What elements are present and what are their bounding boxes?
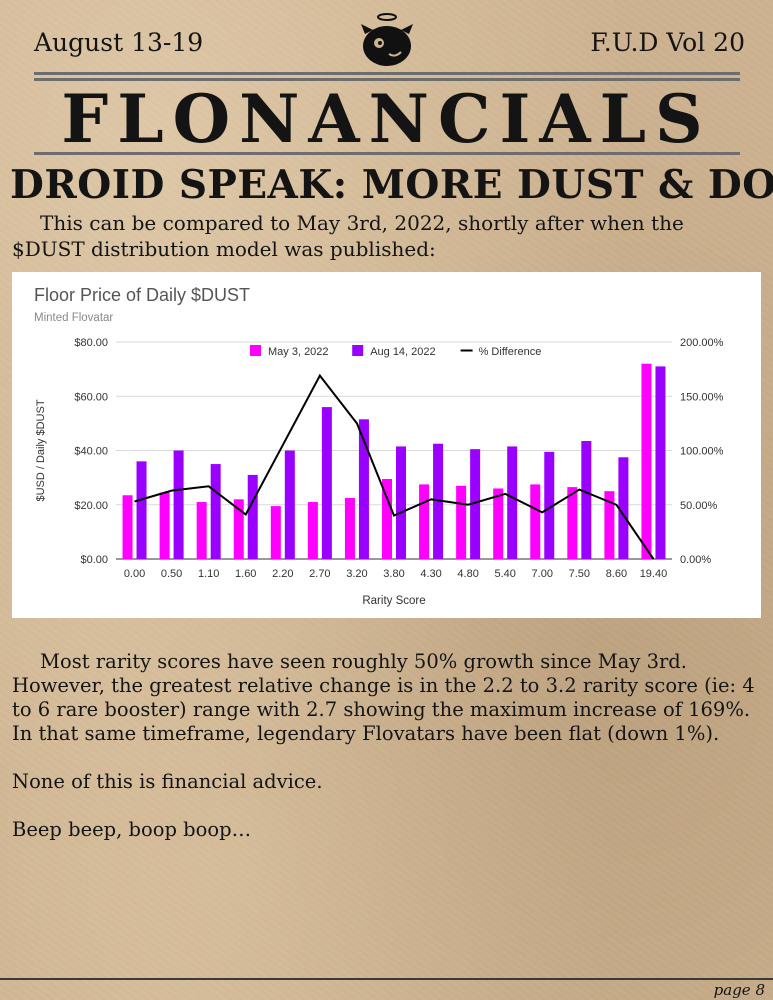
x-tick-label: 7.00 [532,568,553,580]
x-tick-label: 4.80 [457,568,478,580]
divider [34,72,740,75]
legend-swatch [250,345,261,356]
bar-aug [507,446,518,559]
chart-title: Floor Price of Daily $DUST [34,285,250,305]
divider [34,152,740,155]
x-tick-label: 19.40 [640,568,668,580]
bar-may [419,484,430,559]
issue-date: August 13-19 [34,28,204,57]
intro-paragraph: This can be compared to May 3rd, 2022, s… [12,211,684,261]
bar-aug [321,407,332,559]
bar-may [567,487,578,559]
bar-aug [544,451,555,559]
x-tick-label: 0.50 [161,568,182,580]
bar-may [196,502,207,559]
bar-aug [618,457,629,559]
bar-may [530,484,541,559]
y2-tick-label: 200.00% [680,337,724,349]
mascot-icon [361,13,413,66]
x-tick-label: 2.70 [309,568,330,580]
x-tick-label: 1.60 [235,568,256,580]
volume-label: F.U.D Vol 20 [590,28,745,57]
x-tick-label: 5.40 [494,568,515,580]
bar-aug [655,366,666,559]
y2-tick-label: 0.00% [680,554,711,566]
bar-aug [173,450,184,559]
x-tick-label: 4.30 [420,568,441,580]
legend-label: % Difference [479,346,542,358]
chart-subtitle: Minted Flovatar [34,312,113,324]
x-tick-label: 0.00 [124,568,145,580]
bar-may [307,502,318,559]
y-tick-label: $0.00 [80,554,108,566]
y-tick-label: $40.00 [74,446,108,458]
bar-may [382,478,392,559]
y-axis-label: $USD / Daily $DUST [35,399,47,501]
body-paragraph: Most rarity scores have seen roughly 50%… [12,650,755,745]
bar-aug [136,461,147,559]
chart-container: Floor Price of Daily $DUST Minted Flovata… [12,272,761,618]
bar-aug [358,419,369,559]
x-tick-label: 2.20 [272,568,293,580]
y-tick-label: $80.00 [74,337,108,349]
bar-aug [581,441,592,559]
footer-divider [0,978,773,980]
bar-may [344,497,355,559]
bar-may [270,506,281,559]
bar-aug [247,474,258,559]
disclaimer-paragraph: None of this is financial advice. [12,770,323,793]
bar-may [456,485,467,559]
x-tick-label: 7.50 [569,568,590,580]
y-tick-label: $20.00 [74,500,108,512]
page-number: page 8 [713,981,765,999]
x-tick-label: 3.20 [346,568,367,580]
article-headline: DROID SPEAK: MORE DUST & DOLLAR [10,162,773,208]
x-tick-label: 1.10 [198,568,219,580]
y2-tick-label: 150.00% [680,391,724,403]
divider [34,78,740,81]
article-body: Most rarity scores have seen roughly 50%… [12,650,764,866]
y2-tick-label: 100.00% [680,446,724,458]
closing-paragraph: Beep beep, boop boop… [12,818,252,841]
bar-aug [284,450,295,559]
masthead-title: FLONANCIALS [61,80,712,158]
x-tick-label: 3.80 [383,568,404,580]
y2-tick-label: 50.00% [680,500,718,512]
y-tick-label: $60.00 [74,391,108,403]
bar-aug [396,446,406,559]
bar-may [122,495,133,559]
bar-may [493,488,504,559]
bar-aug [210,464,221,559]
legend-label: Aug 14, 2022 [370,346,435,358]
bar-may [159,492,170,559]
bar-may [641,363,652,559]
legend-swatch [352,345,364,356]
x-axis-label: Rarity Score [362,595,425,607]
x-tick-label: 8.60 [606,568,627,580]
bar-may [233,499,244,559]
bar-aug [470,449,481,559]
difference-line [134,373,655,560]
bar-may [604,491,615,559]
legend-label: May 3, 2022 [268,346,329,358]
floor-price-chart: Floor Price of Daily $DUST Minted Flovata… [34,285,724,607]
